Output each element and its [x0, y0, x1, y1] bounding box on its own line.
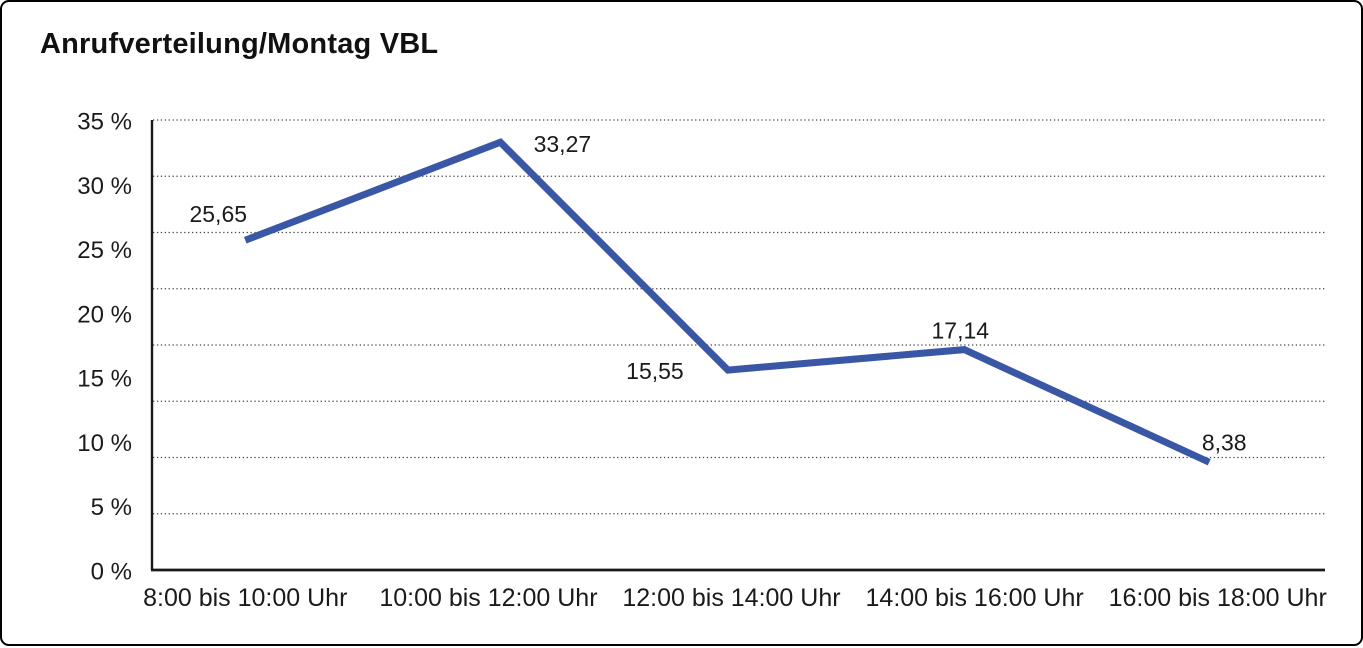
x-tick-label: 16:00 bis 18:00 Uhr	[1109, 584, 1327, 612]
y-tick-label: 30 %	[77, 173, 132, 200]
y-tick-label: 25 %	[77, 237, 132, 264]
x-tick-label: 10:00 bis 12:00 Uhr	[379, 584, 597, 612]
y-tick-label: 35 %	[77, 109, 132, 136]
data-value-label: 15,55	[626, 358, 684, 384]
y-tick-label: 5 %	[91, 494, 132, 521]
data-value-label: 8,38	[1202, 429, 1247, 455]
y-tick-label: 10 %	[77, 430, 132, 457]
data-value-label: 33,27	[534, 131, 592, 157]
x-tick-label: 8:00 bis 10:00 Uhr	[143, 584, 347, 612]
y-tick-label: 20 %	[77, 301, 132, 328]
data-line	[243, 138, 1211, 466]
chart-title: Anrufverteilung/Montag VBL	[40, 28, 439, 60]
data-value-label: 17,14	[932, 318, 990, 344]
x-tick-label: 14:00 bis 16:00 Uhr	[866, 584, 1084, 612]
y-tick-label: 0 %	[91, 559, 132, 586]
data-value-label: 25,65	[189, 201, 247, 227]
x-tick-label: 12:00 bis 14:00 Uhr	[622, 584, 840, 612]
y-tick-label: 15 %	[77, 366, 132, 393]
